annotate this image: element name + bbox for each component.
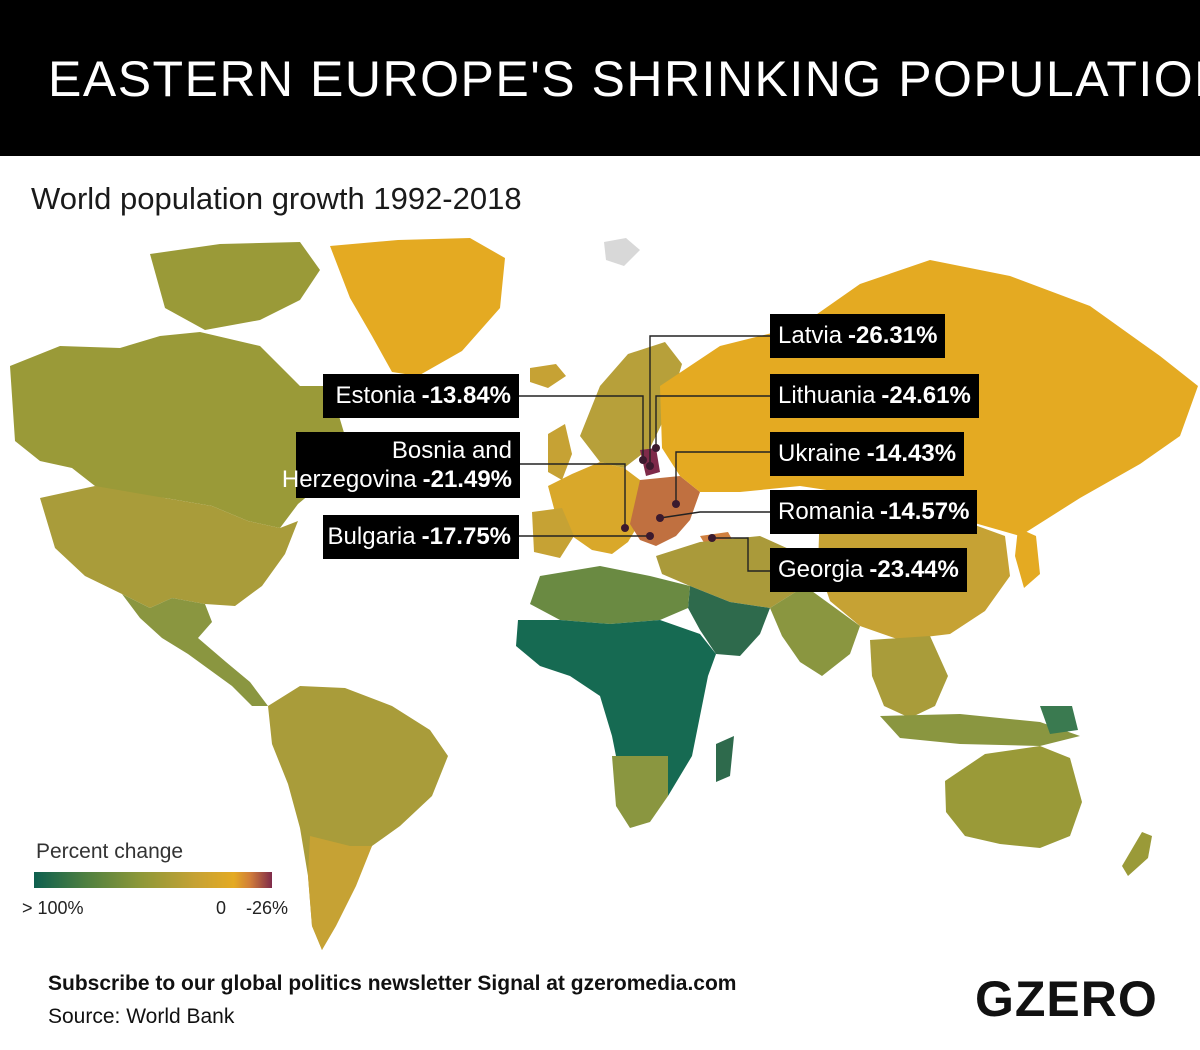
page-title: EASTERN EUROPE'S SHRINKING POPULATION <box>48 51 1200 107</box>
legend-color-scale <box>34 872 272 888</box>
callout-country: Lithuania <box>778 382 876 409</box>
dot-lithuania <box>652 444 660 452</box>
dot-romania <box>656 514 664 522</box>
callout-value: -24.61% <box>881 382 971 409</box>
legend-label-zero: 0 <box>216 898 227 918</box>
leader-lines <box>516 335 775 572</box>
leader-georgia <box>712 537 775 572</box>
gzero-logo: GZERO <box>975 971 1158 1027</box>
callout-value: -17.75% <box>421 523 511 550</box>
legend-label-min: -26% <box>246 898 289 918</box>
callout-latvia: Latvia -26.31% <box>770 314 946 358</box>
leader-latvia <box>649 335 775 466</box>
usa-region <box>40 486 298 608</box>
callout-bosnia: Bosnia and Herzegovina -21.49% <box>282 432 520 498</box>
callout-value: -14.57% <box>880 498 970 525</box>
dot-ukraine <box>672 500 680 508</box>
callout-country: Romania <box>778 498 875 525</box>
callout-value: -23.44% <box>869 556 959 583</box>
map-subtitle: World population growth 1992-2018 <box>31 181 522 216</box>
leader-ukraine <box>675 451 775 504</box>
south-america-south-region <box>308 836 372 950</box>
iberia-region <box>532 508 574 558</box>
leader-lithuania <box>655 395 775 448</box>
greenland-region <box>330 238 505 376</box>
png-region <box>1040 706 1078 734</box>
callout-romania: Romania -14.57% <box>770 490 978 534</box>
canada-alaska-region <box>10 332 345 528</box>
dot-georgia <box>708 534 716 542</box>
arctic-islands-region <box>150 242 320 330</box>
header-banner: EASTERN EUROPE'S SHRINKING POPULATION <box>0 0 1200 156</box>
legend-label-max: > 100% <box>22 898 84 918</box>
australia-region <box>945 746 1082 848</box>
callout-country: Georgia <box>778 556 864 583</box>
north-africa-region <box>530 566 690 624</box>
callout-country-line1: Bosnia and <box>391 437 512 464</box>
callout-value: -21.49% <box>422 466 512 493</box>
south-america-region <box>268 686 448 950</box>
callout-country-line2: Herzegovina <box>281 466 417 493</box>
callout-country: Estonia <box>335 382 416 409</box>
callout-country: Bulgaria <box>327 523 416 550</box>
west-asia-region <box>656 536 805 608</box>
dot-estonia <box>639 456 647 464</box>
callout-lithuania: Lithuania -24.61% <box>770 374 979 418</box>
callout-georgia: Georgia -23.44% <box>770 548 967 592</box>
callout-estonia: Estonia -13.84% <box>323 374 519 418</box>
newsletter-cta: Subscribe to our global politics newslet… <box>48 972 737 995</box>
central-america-region <box>122 594 268 706</box>
scandinavia-region <box>580 342 682 468</box>
callout-value: -13.84% <box>421 382 511 409</box>
eastern-europe-region <box>630 476 700 546</box>
leader-bosnia <box>516 463 626 528</box>
dot-bosnia <box>621 524 629 532</box>
country-dots <box>621 444 716 542</box>
dot-bulgaria <box>646 532 654 540</box>
leader-romania <box>659 511 775 519</box>
indonesia-region <box>880 714 1080 746</box>
callout-bulgaria: Bulgaria -17.75% <box>323 515 519 559</box>
svalbard-region <box>604 238 640 266</box>
japan-region <box>1015 528 1040 588</box>
legend-title: Percent change <box>36 840 184 863</box>
uk-region <box>548 424 572 480</box>
southern-africa-region <box>612 756 668 828</box>
callout-value: -14.43% <box>866 440 957 467</box>
dot-latvia <box>646 462 654 470</box>
new-zealand-region <box>1122 832 1152 876</box>
arabia-region <box>688 586 770 656</box>
southeast-asia-region <box>870 636 948 718</box>
source-note: Source: World Bank <box>48 1005 235 1028</box>
callout-ukraine: Ukraine -14.43% <box>770 432 965 476</box>
callout-value: -26.31% <box>848 322 938 349</box>
callout-country: Ukraine <box>778 440 861 467</box>
callout-country: Latvia <box>778 322 843 349</box>
south-asia-region <box>770 586 860 676</box>
leader-estonia <box>516 395 644 460</box>
madagascar-region <box>716 736 734 782</box>
iceland-region <box>530 364 566 388</box>
